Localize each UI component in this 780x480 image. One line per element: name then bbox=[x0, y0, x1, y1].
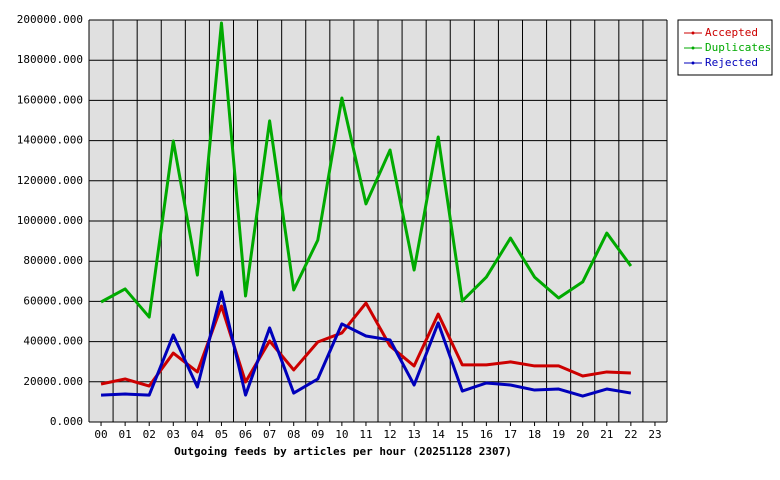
x-tick-label: 19 bbox=[552, 428, 565, 441]
x-tick-label: 00 bbox=[94, 428, 107, 441]
x-tick-label: 23 bbox=[648, 428, 661, 441]
legend-label: Duplicates bbox=[705, 41, 771, 54]
x-tick-label: 04 bbox=[191, 428, 205, 441]
x-tick-label: 14 bbox=[432, 428, 446, 441]
x-tick-label: 15 bbox=[456, 428, 469, 441]
y-tick-label: 0.000 bbox=[50, 415, 83, 428]
y-tick-label: 80000.000 bbox=[23, 254, 83, 267]
series-line bbox=[100, 301, 631, 388]
x-tick-label: 08 bbox=[287, 428, 300, 441]
chart-title: Outgoing feeds by articles per hour (202… bbox=[174, 445, 512, 458]
legend-label: Accepted bbox=[705, 26, 758, 39]
series-line bbox=[100, 21, 633, 319]
y-tick-label: 200000.000 bbox=[17, 13, 83, 26]
series-line bbox=[100, 290, 632, 398]
x-tick-label: 06 bbox=[239, 428, 252, 441]
x-tick-label: 20 bbox=[576, 428, 589, 441]
x-tick-label: 16 bbox=[480, 428, 493, 441]
y-tick-label: 20000.000 bbox=[23, 375, 83, 388]
y-tick-label: 140000.000 bbox=[17, 134, 83, 147]
y-tick-label: 40000.000 bbox=[23, 335, 83, 348]
y-tick-label: 160000.000 bbox=[17, 93, 83, 106]
x-tick-label: 09 bbox=[311, 428, 324, 441]
x-tick-label: 13 bbox=[408, 428, 421, 441]
x-tick-label: 02 bbox=[143, 428, 156, 441]
x-tick-label: 07 bbox=[263, 428, 276, 441]
x-tick-label: 01 bbox=[119, 428, 132, 441]
y-tick-label: 60000.000 bbox=[23, 294, 83, 307]
y-tick-label: 100000.000 bbox=[17, 214, 83, 227]
x-tick-label: 18 bbox=[528, 428, 541, 441]
x-tick-label: 11 bbox=[359, 428, 372, 441]
x-tick-label: 17 bbox=[504, 428, 517, 441]
legend-marker bbox=[691, 61, 695, 65]
legend-label: Rejected bbox=[705, 56, 758, 69]
x-tick-label: 21 bbox=[600, 428, 613, 441]
y-tick-label: 120000.000 bbox=[17, 174, 83, 187]
x-tick-label: 12 bbox=[383, 428, 396, 441]
x-tick-label: 10 bbox=[335, 428, 348, 441]
legend-marker bbox=[691, 31, 695, 35]
x-tick-label: 05 bbox=[215, 428, 228, 441]
x-tick-label: 22 bbox=[624, 428, 637, 441]
legend-marker bbox=[691, 46, 695, 50]
x-tick-label: 03 bbox=[167, 428, 180, 441]
y-tick-label: 180000.000 bbox=[17, 53, 83, 66]
